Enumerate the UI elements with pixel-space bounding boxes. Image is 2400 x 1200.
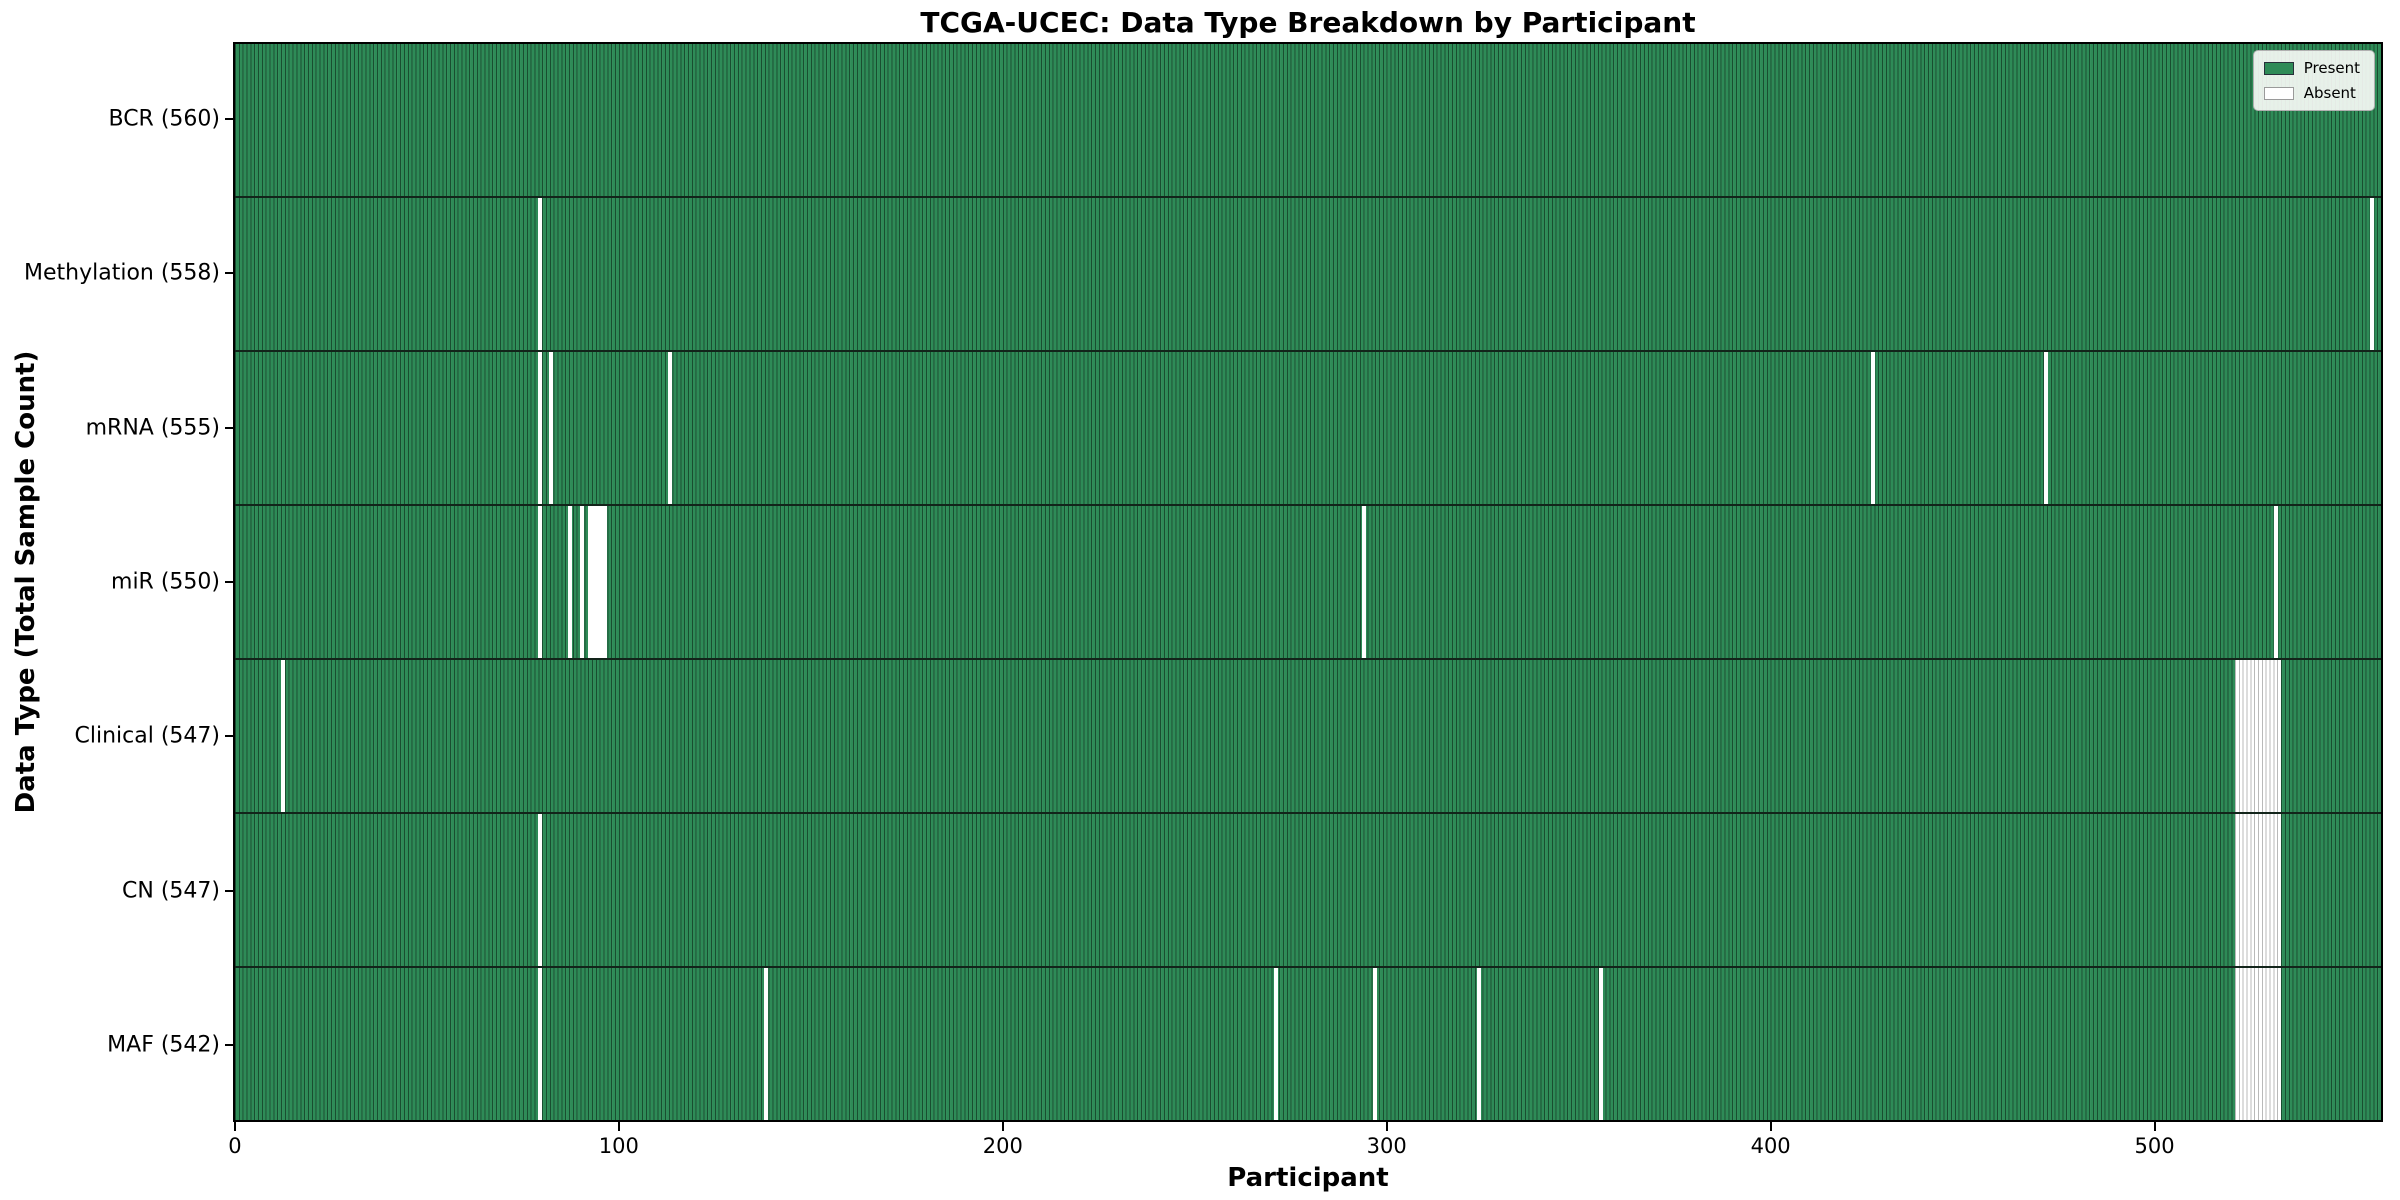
y-tick-mark <box>225 426 233 429</box>
x-tick-label-200: 200 <box>982 1134 1023 1158</box>
x-tick-label-500: 500 <box>2134 1134 2175 1158</box>
absent-stripe <box>537 198 542 350</box>
y-tick-mark <box>225 1043 233 1046</box>
y-tick-label-maf: MAF (542) <box>107 1032 220 1058</box>
row-mrna <box>235 350 2381 504</box>
y-tick-label-cn: CN (547) <box>122 878 220 904</box>
absent-stripe <box>2369 198 2374 350</box>
row-bcr <box>235 44 2381 196</box>
legend-present-label: Present <box>2303 59 2360 77</box>
y-tick-label-bcr: BCR (560) <box>108 106 220 132</box>
x-tick-mark <box>233 1122 236 1131</box>
legend-present-swatch <box>2263 61 2294 75</box>
row-maf <box>235 966 2381 1120</box>
y-tick-mark <box>225 272 233 275</box>
plot-area: Present Absent <box>233 42 2383 1122</box>
legend-item-present: Present <box>2263 59 2360 77</box>
row-methylation <box>235 196 2381 350</box>
row-cn <box>235 812 2381 966</box>
absent-stripe <box>602 506 607 658</box>
row-mir <box>235 504 2381 658</box>
legend-item-absent: Absent <box>2263 84 2360 102</box>
absent-stripe <box>1599 968 1604 1120</box>
absent-stripe <box>579 506 584 658</box>
y-tick-mark <box>225 118 233 121</box>
absent-stripe <box>595 506 600 658</box>
absent-stripe <box>537 814 542 966</box>
x-tick-label-0: 0 <box>228 1134 242 1158</box>
x-tick-label-100: 100 <box>598 1134 639 1158</box>
absent-stripe <box>537 352 542 504</box>
absent-stripe <box>587 506 592 658</box>
y-tick-mark <box>225 889 233 892</box>
absent-stripe <box>763 968 768 1120</box>
absent-stripe <box>2043 352 2048 504</box>
x-tick-mark <box>2153 1122 2156 1131</box>
absent-block <box>2235 814 2282 966</box>
absent-stripe <box>1476 968 1481 1120</box>
absent-stripe <box>1361 506 1366 658</box>
y-tick-label-methylation: Methylation (558) <box>24 260 220 286</box>
x-tick-label-300: 300 <box>1366 1134 1407 1158</box>
row-clinical <box>235 658 2381 812</box>
absent-stripe <box>537 506 542 658</box>
legend-absent-swatch <box>2263 86 2294 100</box>
x-tick-mark <box>1385 1122 1388 1131</box>
absent-block <box>2235 660 2282 812</box>
legend-absent-label: Absent <box>2303 84 2356 102</box>
absent-stripe <box>1373 968 1378 1120</box>
y-tick-label-clinical: Clinical (547) <box>74 723 220 749</box>
absent-stripe <box>668 352 673 504</box>
absent-stripe <box>1273 968 1278 1120</box>
x-tick-mark <box>1001 1122 1004 1131</box>
absent-stripe <box>1871 352 1876 504</box>
y-tick-mark <box>225 735 233 738</box>
chart-title: TCGA-UCEC: Data Type Breakdown by Partic… <box>920 6 1696 39</box>
absent-stripe <box>2273 506 2278 658</box>
x-tick-label-400: 400 <box>1750 1134 1791 1158</box>
absent-block <box>2235 968 2282 1120</box>
legend: Present Absent <box>2252 50 2375 111</box>
absent-stripe <box>591 506 596 658</box>
y-tick-label-mir: miR (550) <box>111 569 220 595</box>
absent-stripe <box>280 660 285 812</box>
x-tick-mark <box>617 1122 620 1131</box>
y-tick-mark <box>225 581 233 583</box>
absent-stripe <box>537 968 542 1120</box>
y-tick-label-mrna: mRNA (555) <box>85 415 220 441</box>
absent-stripe <box>568 506 573 658</box>
x-tick-mark <box>1769 1122 1772 1131</box>
x-axis-title: Participant <box>1227 1163 1389 1193</box>
absent-stripe <box>549 352 554 504</box>
absent-stripe <box>599 506 604 658</box>
y-axis-title: Data Type (Total Sample Count) <box>11 350 41 814</box>
